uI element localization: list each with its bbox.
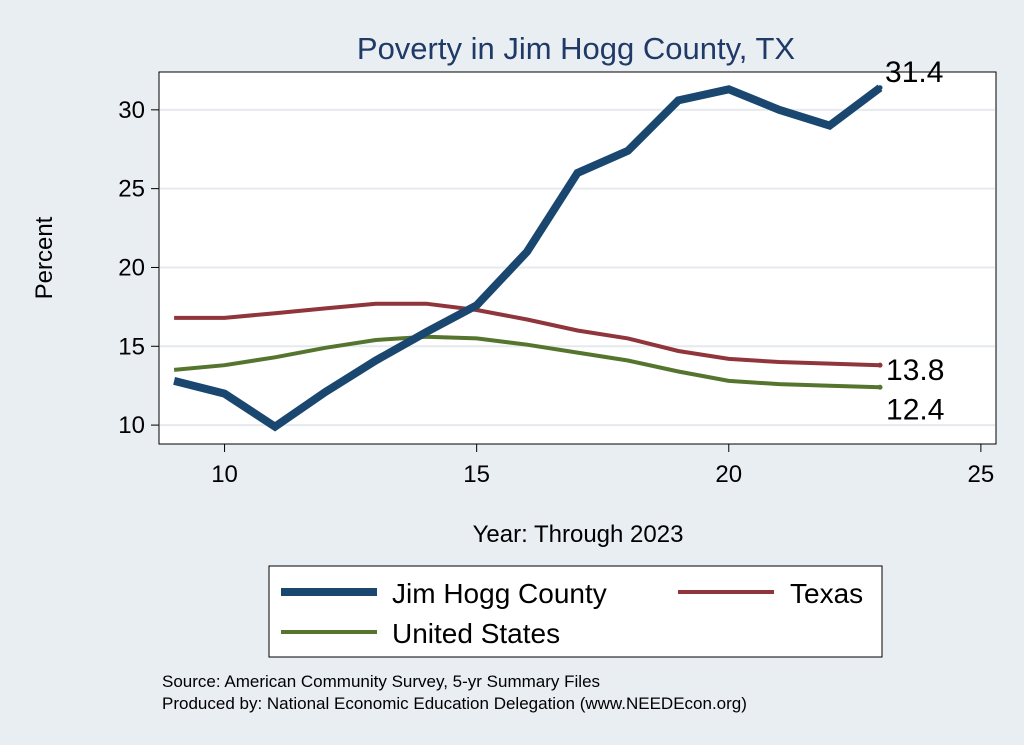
series-lines [173, 84, 883, 432]
y-tick-label-30: 30 [118, 97, 145, 124]
x-axis: 10 15 20 25 [211, 444, 994, 488]
y-axis: 10 15 20 25 30 [118, 97, 159, 439]
end-point-united-states [877, 384, 883, 390]
x-tick-label-20: 20 [715, 461, 742, 488]
chart-title: Poverty in Jim Hogg County, TX [357, 31, 796, 66]
end-label-united-states: 12.4 [886, 393, 944, 426]
x-tick-label-25: 25 [968, 461, 995, 488]
y-tick-label-15: 15 [118, 333, 145, 360]
y-tick-label-20: 20 [118, 254, 145, 281]
plot-area [158, 71, 997, 445]
series-line-texas [174, 301, 881, 368]
y-axis-title: Percent [31, 216, 58, 299]
x-tick-label-15: 15 [463, 461, 490, 488]
legend-label-jim-hogg-county: Jim Hogg County [392, 578, 607, 609]
source-note: Source: American Community Survey, 5-yr … [162, 672, 600, 691]
x-axis-title: Year: Through 2023 [473, 521, 684, 548]
x-tick-label-10: 10 [211, 461, 238, 488]
y-tick-label-25: 25 [118, 176, 145, 203]
produced-by-note: Produced by: National Economic Education… [162, 694, 747, 713]
legend-label-united-states: United States [392, 618, 560, 649]
end-labels: 31.4 13.8 12.4 [885, 56, 944, 426]
end-label-jim-hogg-county: 31.4 [885, 56, 943, 89]
legend-box [268, 565, 883, 658]
end-point-texas [877, 362, 883, 368]
legend: Jim Hogg County Texas United States [268, 565, 883, 658]
end-point-jim-hogg-county [877, 85, 883, 91]
y-tick-label-10: 10 [118, 412, 145, 439]
legend-label-texas: Texas [790, 578, 863, 609]
series-line-jim-hogg-county [173, 84, 883, 432]
end-label-texas: 13.8 [886, 354, 944, 387]
series-line-united-states [173, 334, 881, 390]
